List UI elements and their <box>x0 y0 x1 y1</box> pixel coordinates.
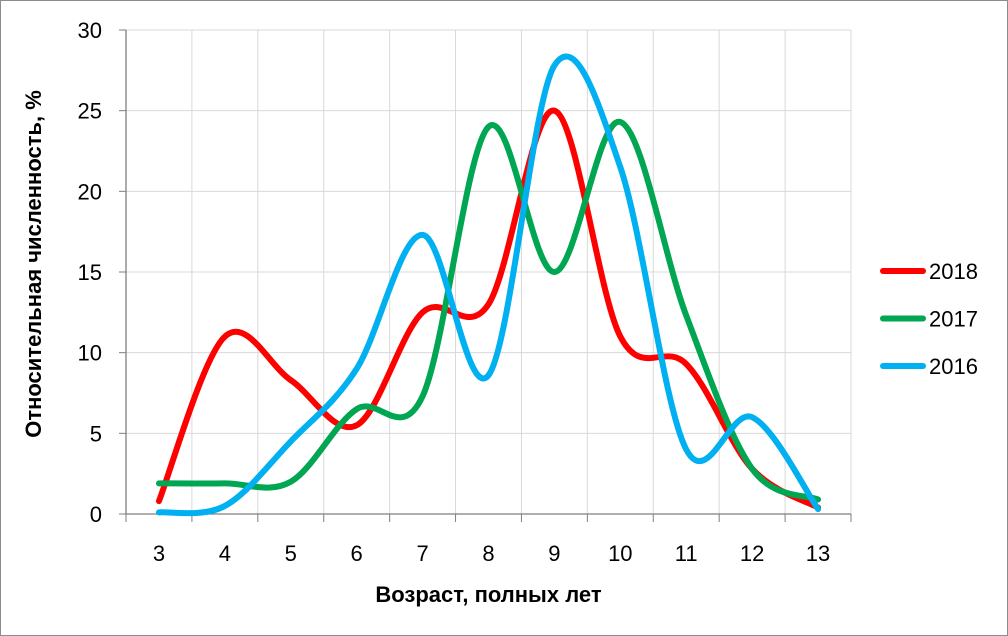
legend: 2018 2017 2016 <box>880 259 978 379</box>
x-tick-label: 4 <box>219 541 231 566</box>
x-axis-title: Возраст, полных лет <box>375 582 601 607</box>
series-line-2017 <box>155 118 822 503</box>
x-tick-label: 11 <box>675 541 698 566</box>
x-tick-label: 9 <box>548 541 560 566</box>
x-tick-label: 5 <box>285 541 297 566</box>
x-tick-label: 13 <box>806 541 830 566</box>
y-tick-label: 5 <box>90 421 102 446</box>
x-tick-labels: 3 4 5 6 7 8 9 10 11 12 13 <box>153 541 830 566</box>
legend-label-2016: 2016 <box>929 354 978 379</box>
axes <box>119 29 852 522</box>
y-axis-title: Относительная численность, % <box>21 90 46 438</box>
legend-label-2018: 2018 <box>929 259 978 284</box>
series-lines <box>155 53 822 517</box>
y-tick-label: 20 <box>78 179 102 204</box>
series-line-2016 <box>155 53 822 517</box>
x-tick-label: 3 <box>153 541 165 566</box>
x-tick-label: 12 <box>740 541 764 566</box>
series-line-2018 <box>155 107 822 511</box>
y-tick-label: 15 <box>78 260 102 285</box>
x-tick-label: 7 <box>416 541 428 566</box>
x-tick-label: 6 <box>351 541 363 566</box>
y-tick-label: 0 <box>90 502 102 527</box>
gridlines <box>126 29 852 514</box>
y-tick-labels: 0 5 10 15 20 25 30 <box>78 18 102 527</box>
legend-label-2017: 2017 <box>929 307 978 332</box>
x-tick-label: 8 <box>482 541 494 566</box>
x-tick-label: 10 <box>608 541 632 566</box>
y-tick-label: 25 <box>78 99 102 124</box>
y-tick-label: 10 <box>78 341 102 366</box>
y-tick-label: 30 <box>78 18 102 43</box>
